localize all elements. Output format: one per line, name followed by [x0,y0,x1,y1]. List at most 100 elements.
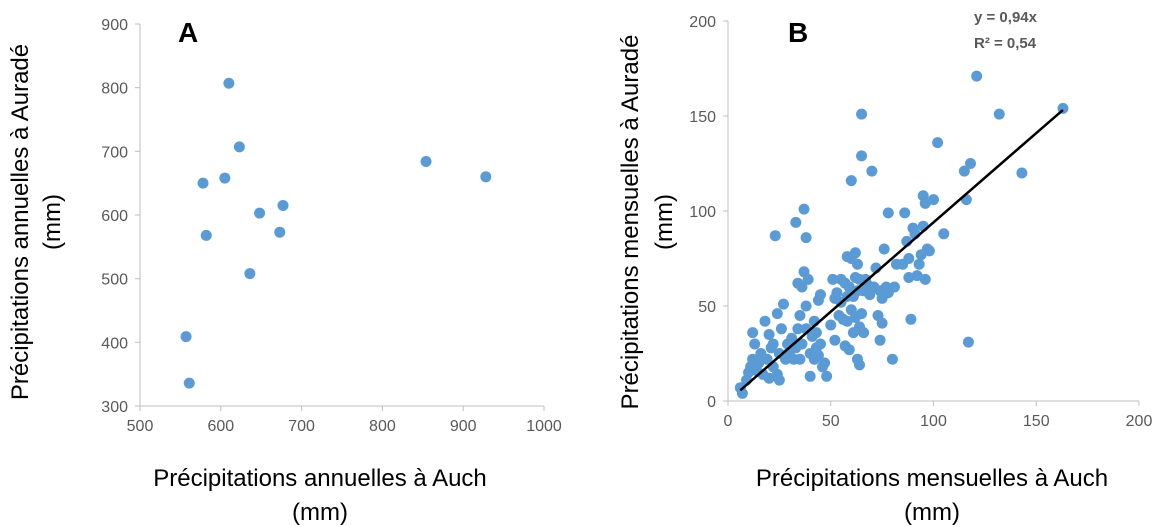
panel-b-data-point [993,108,1005,120]
panel-b-data-point [800,300,812,312]
panel-a-data-point [274,226,286,238]
panel-b-x-tick-label: 0 [724,413,733,430]
panel-b-data-point [759,315,771,327]
panel-b-data-point [777,298,789,310]
panel-b-data-point [923,245,935,257]
panel-a-x-ticks: 500 600 700 800 900 1000 [127,406,562,435]
panel-b-data-point [874,334,886,346]
panel-b-data-point [899,207,911,219]
panel-b-x-title-line1: Précipitations mensuelles à Auch [756,465,1108,492]
panel-b-data-point [814,338,826,350]
panel-b-y-tick-label: 100 [689,204,716,221]
panel-b-data-point [849,247,861,259]
panel-a-y-title-line2: (mm) [39,194,66,250]
panel-b-data-point [845,175,857,187]
panel-b-x-tick-label: 150 [1023,413,1050,430]
panel-b-data-point [763,372,775,384]
panel-a-x-tick-label: 900 [450,418,477,435]
panel-b-y-title-line2: (mm) [651,194,678,250]
panel-b-data-point [886,353,898,365]
panel-b-data-point [843,344,855,356]
panel-b-data-point [831,287,843,299]
panel-b-data-point [814,289,826,301]
panel-b-data-point [866,165,878,177]
panel-a-x-tick-label: 800 [369,418,396,435]
panel-b-data-point [843,281,855,293]
panel-a-y-tick-label: 600 [101,208,128,225]
panel-a-x-title-line2: (mm) [292,499,348,526]
panel-b-data-point [928,194,939,206]
panel-b-data-point [856,308,868,320]
panel-b-data-point [878,243,890,255]
panel-b-data-point [854,359,866,371]
panel-a-y-tick-label: 700 [101,144,128,161]
panel-b-data-point [971,70,983,82]
panel-b-y-tick-label: 150 [689,109,716,126]
panel-b-y-tick-label: 50 [698,299,716,316]
panel-b-data-point [882,207,894,219]
panel-a-data-point [244,268,256,280]
panel-b-x-title-line2: (mm) [904,499,960,526]
panel-b-data-point [919,273,931,285]
panel-b-x-tick-label: 100 [920,413,947,430]
panel-a-y-tick-label: 400 [101,335,128,352]
panel-a-data-point [254,207,266,219]
panel-a-y-ticks: 300 400 500 600 700 800 900 [101,17,140,416]
panel-b-data-point [747,327,759,339]
panel-a-data-point [219,172,231,184]
panel-b-data-point [749,338,761,350]
panel-a-x-tick-label: 600 [207,418,234,435]
panel-a-y-tick-label: 500 [101,272,128,289]
panel-b-data-point [841,315,853,327]
panel-b-data-point [825,319,837,331]
panel-a-x-tick-label: 700 [288,418,315,435]
panel-b-data-point [802,273,814,285]
panel-a-x-title-line1: Précipitations annuelles à Auch [153,465,487,492]
panel-b-data-point [819,357,831,369]
panel-b-y-title-line1: Précipitations mensuelles à Auradé [617,35,644,410]
panel-a-data-point [223,77,235,89]
panel-b-data-point [932,137,944,149]
panel-a-data-point [183,377,195,389]
panel-b-y-tick-label: 0 [707,394,716,411]
panel-b-data-point [856,108,868,120]
panel-b-data-point [829,334,841,346]
panel-a-chart: 300 400 500 600 700 800 900 500 600 700 800 900 100… [7,17,562,526]
panel-b-data-point [964,158,976,169]
panel-a-y-tick-label: 900 [101,17,128,34]
panel-b-data-point [761,353,773,365]
panel-a-label: A [178,17,198,48]
panel-b-data-point [769,230,781,242]
panel-b-x-tick-label: 50 [822,413,840,430]
panel-b-r2: R² = 0,54 [974,35,1037,52]
panel-b-data-point [858,327,870,339]
panel-b-data-point [888,281,900,293]
panel-a-y-tick-label: 800 [101,81,128,98]
panel-b-data-point [958,165,970,177]
panel-b-data-point [913,258,925,270]
panel-a-y-tick-label: 300 [101,399,128,416]
panel-b-chart: 0 50 100 150 200 0 50 100 150 200 B y = 0,94x R²… [617,9,1152,526]
panel-b-points [734,70,1069,399]
panel-b-data-point [794,353,806,365]
panel-b-data-point [903,272,915,283]
panel-b-data-point [796,281,808,293]
panel-b-data-point [962,336,974,348]
panel-b-data-point [800,232,812,244]
panel-a-data-point [180,331,192,343]
panel-b-data-point [938,228,950,240]
panel-b-data-point [798,203,810,215]
panel-b-data-point [792,323,804,335]
panel-b-data-point [911,270,923,282]
panel-b-data-point [773,374,785,386]
panel-a-data-point [480,171,492,183]
panel-a-x-tick-label: 500 [127,418,154,435]
panel-b-data-point [810,327,822,339]
panel-b-data-point [767,338,779,350]
panel-a-x-tick-label: 1000 [526,418,562,435]
panel-b-x-tick-label: 200 [1126,413,1153,430]
panel-a-data-point [420,156,432,168]
panel-b-data-point [821,370,833,382]
